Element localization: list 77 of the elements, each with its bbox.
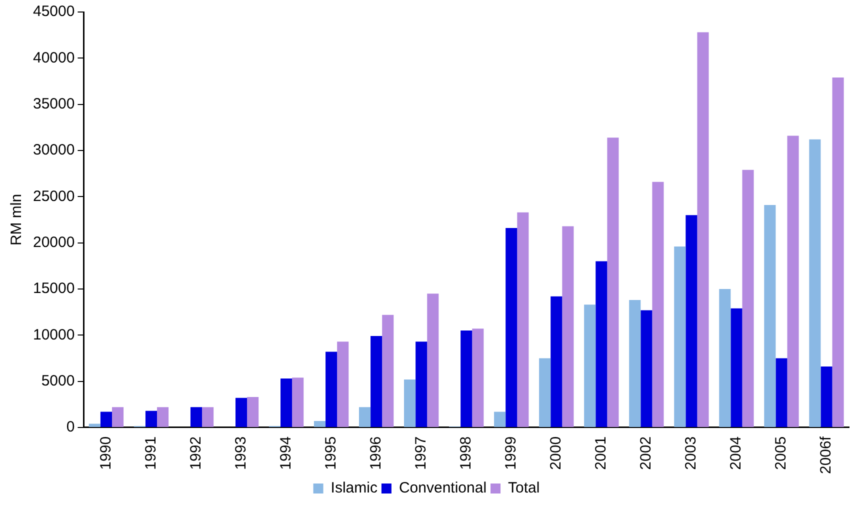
bar	[697, 32, 709, 427]
bar	[202, 407, 214, 427]
x-tick-label: 2000	[548, 436, 565, 470]
bar	[416, 342, 428, 427]
x-tick-label: 2006f	[818, 436, 835, 474]
y-tick-label: 20000	[32, 234, 75, 251]
y-tick-label: 10000	[32, 326, 75, 344]
bar	[517, 212, 529, 427]
bar	[809, 139, 821, 427]
bar	[112, 407, 124, 427]
bar	[730, 308, 742, 427]
bar	[562, 226, 574, 427]
y-tick-label: 35000	[32, 95, 75, 112]
bar	[607, 138, 619, 427]
bar	[629, 300, 641, 427]
bar	[776, 358, 788, 427]
x-tick-label: 1997	[412, 436, 430, 470]
bar	[820, 366, 832, 427]
y-tick-label: 15000	[32, 280, 75, 298]
bar	[674, 246, 686, 427]
x-tick-label: 2004	[728, 436, 745, 470]
y-tick-label: 45000	[32, 3, 75, 20]
legend-label: Conventional	[398, 480, 487, 497]
x-tick-label: 2003	[682, 436, 700, 470]
bar	[539, 358, 551, 427]
x-tick-label: 1994	[277, 436, 294, 470]
bar	[358, 407, 371, 427]
x-tick-label: 1999	[502, 436, 520, 470]
bar	[472, 328, 484, 427]
y-tick-label: 40000	[32, 49, 75, 66]
y-tick-label: 25000	[32, 188, 75, 205]
bar	[326, 352, 338, 427]
bar	[686, 215, 698, 427]
x-tick-label: 1998	[457, 436, 474, 470]
bar	[427, 294, 439, 427]
bar	[506, 228, 518, 427]
x-tick-label: 2001	[592, 436, 610, 470]
legend-label: Islamic	[330, 480, 378, 497]
bar	[596, 261, 608, 427]
bar	[652, 182, 664, 427]
bar	[460, 330, 472, 427]
bar	[247, 396, 259, 427]
y-tick-label: 30000	[32, 142, 75, 159]
bar	[742, 170, 754, 427]
bar	[157, 407, 169, 427]
bar	[370, 336, 382, 427]
x-tick-label: 2005	[772, 436, 790, 470]
bar	[584, 304, 596, 427]
bar	[550, 296, 562, 427]
bar	[337, 342, 349, 427]
bar	[640, 310, 652, 427]
x-tick-label: 1990	[97, 436, 114, 470]
y-axis-title: RM mln	[8, 194, 26, 246]
x-tick-label: 1993	[232, 436, 250, 470]
bar	[404, 379, 416, 427]
bar	[145, 410, 158, 427]
bar	[100, 412, 112, 427]
bar	[88, 424, 100, 427]
bar	[719, 288, 731, 427]
bar	[190, 407, 202, 427]
bar	[764, 204, 776, 427]
bar	[832, 78, 844, 427]
x-tick-label: 1991	[142, 436, 160, 470]
bar	[787, 136, 799, 427]
y-tick-label: 0	[66, 418, 75, 436]
y-tick-label: 5000	[41, 372, 75, 390]
bar	[382, 314, 394, 427]
bar	[494, 412, 506, 427]
legend-label: Total	[508, 480, 540, 497]
x-tick-label: 1996	[367, 436, 384, 470]
x-tick-label: 1992	[187, 436, 204, 470]
bar	[235, 398, 248, 427]
bar	[292, 378, 304, 427]
bar	[314, 421, 326, 427]
x-tick-label: 2002	[638, 436, 655, 470]
bar	[280, 378, 292, 427]
x-tick-label: 1995	[322, 436, 340, 470]
